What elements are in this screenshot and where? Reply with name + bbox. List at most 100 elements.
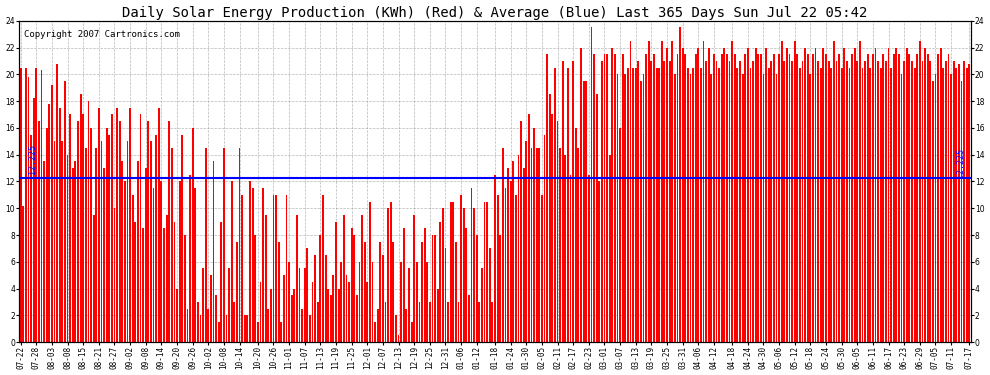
Bar (682, 48, 683, 342)
Bar (705, 61, 707, 342)
Bar (341, 262, 343, 342)
Bar (833, 41, 835, 342)
Bar (724, 48, 726, 342)
Bar (940, 48, 941, 342)
Bar (810, 74, 811, 342)
Bar (567, 68, 569, 342)
Bar (400, 262, 402, 342)
Bar (684, 54, 686, 342)
Bar (36, 68, 38, 342)
Bar (729, 61, 731, 342)
Bar (695, 54, 697, 342)
Bar (676, 54, 678, 342)
Bar (408, 268, 410, 342)
Bar (194, 188, 196, 342)
Bar (343, 215, 345, 342)
Bar (841, 68, 842, 342)
Bar (23, 206, 24, 342)
Bar (165, 215, 167, 342)
Bar (406, 309, 407, 342)
Bar (69, 114, 71, 342)
Bar (942, 68, 944, 342)
Bar (885, 61, 887, 342)
Bar (223, 148, 225, 342)
Bar (569, 175, 571, 342)
Bar (239, 148, 241, 342)
Bar (661, 41, 662, 342)
Bar (922, 61, 924, 342)
Bar (207, 309, 209, 342)
Bar (544, 135, 545, 342)
Bar (960, 81, 962, 342)
Bar (33, 98, 35, 342)
Bar (449, 201, 451, 342)
Bar (385, 302, 386, 342)
Bar (760, 54, 761, 342)
Bar (874, 48, 876, 342)
Bar (25, 68, 27, 342)
Bar (955, 68, 957, 342)
Bar (267, 309, 269, 342)
Bar (930, 61, 932, 342)
Bar (762, 74, 764, 342)
Bar (872, 54, 874, 342)
Bar (831, 68, 833, 342)
Bar (499, 235, 501, 342)
Bar (382, 255, 384, 342)
Bar (38, 121, 40, 342)
Bar (598, 182, 600, 342)
Bar (257, 322, 258, 342)
Bar (85, 148, 87, 342)
Bar (221, 222, 222, 342)
Bar (489, 248, 491, 342)
Bar (374, 322, 376, 342)
Bar (765, 48, 767, 342)
Bar (293, 289, 295, 342)
Bar (935, 74, 937, 342)
Bar (291, 295, 293, 342)
Bar (713, 54, 715, 342)
Bar (278, 242, 279, 342)
Bar (44, 161, 45, 342)
Bar (296, 215, 298, 342)
Bar (963, 61, 965, 342)
Bar (666, 48, 668, 342)
Bar (789, 54, 790, 342)
Bar (140, 114, 142, 342)
Bar (264, 215, 266, 342)
Bar (229, 268, 230, 342)
Bar (427, 262, 428, 342)
Bar (442, 208, 444, 342)
Bar (353, 235, 355, 342)
Bar (379, 242, 381, 342)
Bar (440, 222, 442, 342)
Bar (205, 148, 207, 342)
Bar (152, 188, 154, 342)
Bar (452, 201, 454, 342)
Bar (653, 54, 655, 342)
Bar (218, 322, 220, 342)
Bar (697, 48, 699, 342)
Bar (740, 61, 741, 342)
Bar (435, 235, 436, 342)
Bar (783, 61, 785, 342)
Bar (494, 175, 496, 342)
Bar (160, 182, 162, 342)
Bar (87, 101, 89, 342)
Bar (708, 48, 710, 342)
Bar (90, 128, 92, 342)
Bar (927, 54, 929, 342)
Bar (247, 315, 248, 342)
Bar (366, 282, 368, 342)
Bar (416, 262, 418, 342)
Bar (445, 248, 446, 342)
Bar (604, 54, 605, 342)
Bar (655, 68, 657, 342)
Bar (909, 54, 911, 342)
Bar (742, 74, 743, 342)
Bar (721, 54, 723, 342)
Bar (231, 182, 233, 342)
Bar (307, 248, 308, 342)
Bar (484, 201, 485, 342)
Bar (189, 175, 191, 342)
